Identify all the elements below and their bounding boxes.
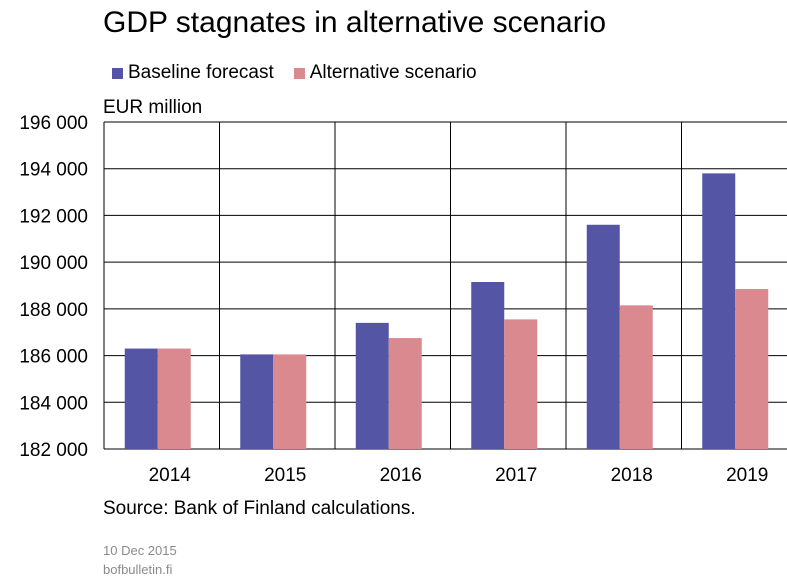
y-tick-label-4: 190 000	[19, 253, 88, 274]
x-tick-label-2015: 2015	[264, 465, 306, 486]
x-tick-label-2018: 2018	[611, 465, 653, 486]
y-tick-label-7: 196 000	[19, 113, 88, 134]
bar-baseline-2016	[355, 322, 389, 449]
bar-baseline-2019	[702, 173, 736, 449]
source-note: Source: Bank of Finland calculations.	[103, 498, 416, 519]
bar-baseline-2018	[586, 224, 620, 449]
bar-baseline-2017	[471, 281, 505, 449]
x-tick-label-2014: 2014	[149, 465, 192, 486]
bar-alternative-2018	[619, 305, 653, 449]
bar-alternative-2017	[504, 319, 538, 449]
x-tick-label-2016: 2016	[380, 465, 422, 486]
site-url: bofbulletin.fi	[103, 562, 173, 577]
y-tick-label-2: 186 000	[19, 347, 88, 368]
x-tick-label-2019: 2019	[726, 465, 768, 486]
legend-swatch-baseline	[112, 67, 123, 79]
y-tick-label-5: 192 000	[19, 206, 88, 227]
y-tick-label-1: 184 000	[19, 393, 88, 414]
legend-label-alternative: Alternative scenario	[309, 62, 477, 83]
bar-alternative-2016	[388, 338, 422, 449]
y-tick-label-3: 188 000	[19, 300, 88, 321]
bar-baseline-2014	[124, 348, 158, 449]
bar-baseline-2015	[240, 354, 274, 449]
bar-alternative-2019	[735, 289, 769, 449]
bar-alternative-2014	[157, 348, 191, 449]
chart-title: GDP stagnates in alternative scenario	[103, 6, 607, 39]
legend-label-baseline: Baseline forecast	[128, 62, 274, 83]
y-tick-label-0: 182 000	[19, 440, 88, 461]
legend-swatch-alternative	[293, 67, 305, 79]
legend-item-alternative: Alternative scenario	[293, 62, 477, 84]
chart-legend: Baseline forecast Alternative scenario	[112, 62, 497, 84]
x-tick-label-2017: 2017	[495, 465, 537, 486]
publication-date: 10 Dec 2015	[103, 543, 177, 558]
y-axis-unit-label: EUR million	[103, 97, 203, 118]
y-tick-label-6: 194 000	[19, 160, 88, 181]
legend-item-baseline: Baseline forecast	[112, 62, 274, 84]
bar-alternative-2015	[273, 354, 307, 449]
